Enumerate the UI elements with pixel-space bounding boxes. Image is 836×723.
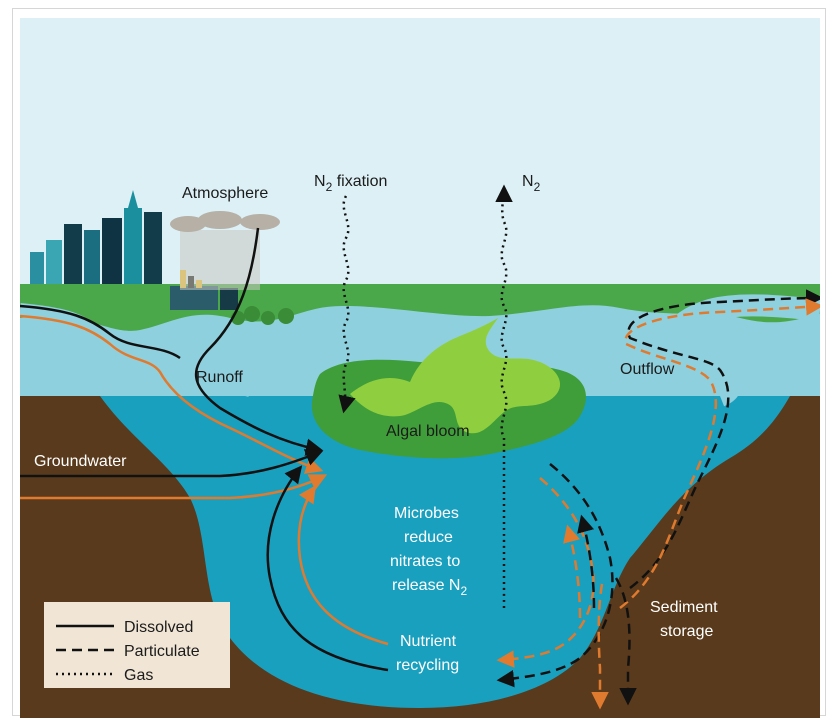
atmosphere-label: Atmosphere xyxy=(182,185,268,202)
sediment-up-orange xyxy=(563,524,582,619)
svg-text:reduce: reduce xyxy=(404,529,453,546)
river-dissolved-flow xyxy=(20,304,181,360)
recycling-dissolved-arc xyxy=(266,465,389,672)
lake-nitrogen-cycle-diagram: Atmosphere N2 fixation N2 Runoff Outflow… xyxy=(20,18,820,718)
legend-gas-label: Gas xyxy=(124,667,153,684)
sediment-up-black xyxy=(577,514,596,609)
runoff-particulate-orange xyxy=(20,314,324,474)
nutrient-recycling-label: Nutrient recycling xyxy=(396,633,459,674)
n2-fixation-gas xyxy=(338,195,356,414)
runoff-label: Runoff xyxy=(196,369,243,386)
microbes-label: Microbes reduce nitrates to release N2 xyxy=(390,505,467,598)
legend-particulate-label: Particulate xyxy=(124,643,200,660)
sediment-storage-label: Sediment storage xyxy=(650,599,718,640)
groundwater-orange-flow xyxy=(20,474,328,500)
lake-basin xyxy=(100,396,790,708)
groundwater-dissolved-flow xyxy=(20,449,324,478)
n2-release-label: N2 xyxy=(522,173,541,194)
city-skyline xyxy=(30,190,162,284)
svg-text:Sediment: Sediment xyxy=(650,599,718,616)
svg-text:recycling: recycling xyxy=(396,657,459,674)
river-left xyxy=(20,303,252,397)
legend-dissolved-label: Dissolved xyxy=(124,619,193,636)
svg-text:Nutrient: Nutrient xyxy=(400,633,457,650)
cloud-rain xyxy=(170,211,280,290)
sediment-particulate-orange xyxy=(496,477,595,668)
svg-text:Microbes: Microbes xyxy=(394,505,459,522)
sediment-down-orange xyxy=(591,583,609,710)
outflow-label: Outflow xyxy=(620,361,675,378)
n2-fixation-label: N2 fixation xyxy=(314,173,387,194)
algal-bloom-light xyxy=(350,318,561,434)
outflow-particulate-orange xyxy=(619,298,820,609)
svg-text:release N2: release N2 xyxy=(392,577,467,598)
legend: Dissolved Particulate Gas xyxy=(44,602,230,688)
svg-text:nitrates to: nitrates to xyxy=(390,553,460,570)
n2-release-gas xyxy=(495,184,513,609)
algal-bloom-label: Algal bloom xyxy=(386,423,470,440)
river-right xyxy=(663,294,820,407)
svg-text:storage: storage xyxy=(660,623,713,640)
outflow-particulate-black xyxy=(627,289,820,589)
sediment-particulate-black xyxy=(496,463,614,688)
recycling-orange-arc xyxy=(297,485,389,646)
sediment-down-black xyxy=(614,577,637,706)
groundwater-label: Groundwater xyxy=(34,453,127,470)
runoff-dissolved-flow xyxy=(194,227,324,456)
